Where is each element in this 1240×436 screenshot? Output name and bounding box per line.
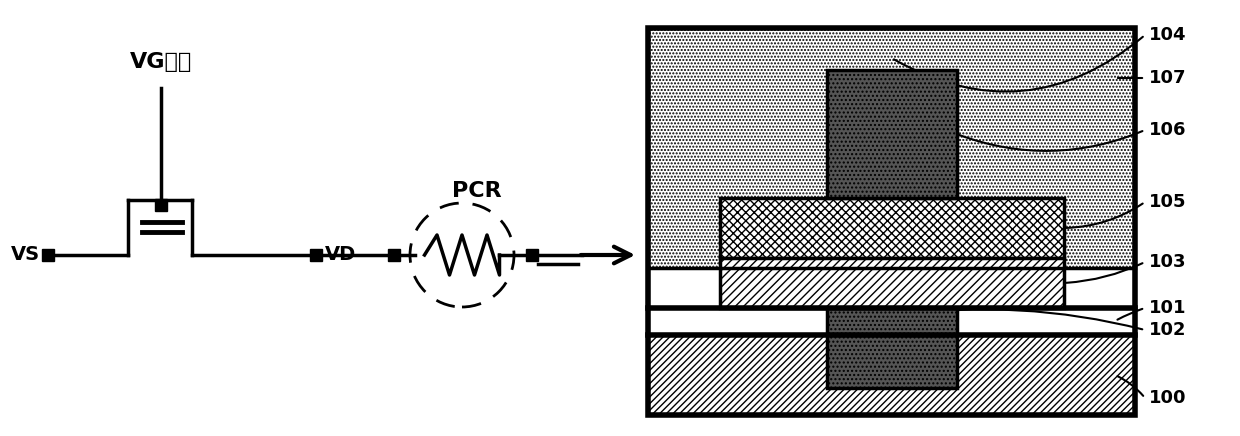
Bar [649,335,1135,415]
Bar [310,249,322,261]
Bar [649,28,1135,268]
Text: 105: 105 [1149,193,1187,211]
Text: 104: 104 [1149,26,1187,44]
Text: 103: 103 [1149,253,1187,271]
Bar [649,28,1135,415]
Text: 107: 107 [1149,69,1187,87]
Text: 101: 101 [1149,299,1187,317]
Text: 102: 102 [1149,321,1187,339]
Text: 100: 100 [1149,389,1187,407]
Bar [827,308,956,388]
Bar [719,198,1064,258]
Bar [526,249,538,261]
Text: VS: VS [11,245,40,265]
Bar [388,249,401,261]
Bar [719,258,1064,308]
Bar [42,249,55,261]
Text: VD: VD [325,245,356,265]
Bar [649,308,1135,335]
Bar [649,28,1135,415]
Text: PCR: PCR [453,181,502,201]
Text: VG扫描: VG扫描 [130,52,192,72]
Text: 106: 106 [1149,121,1187,139]
Bar [827,70,956,198]
Bar [155,199,167,211]
